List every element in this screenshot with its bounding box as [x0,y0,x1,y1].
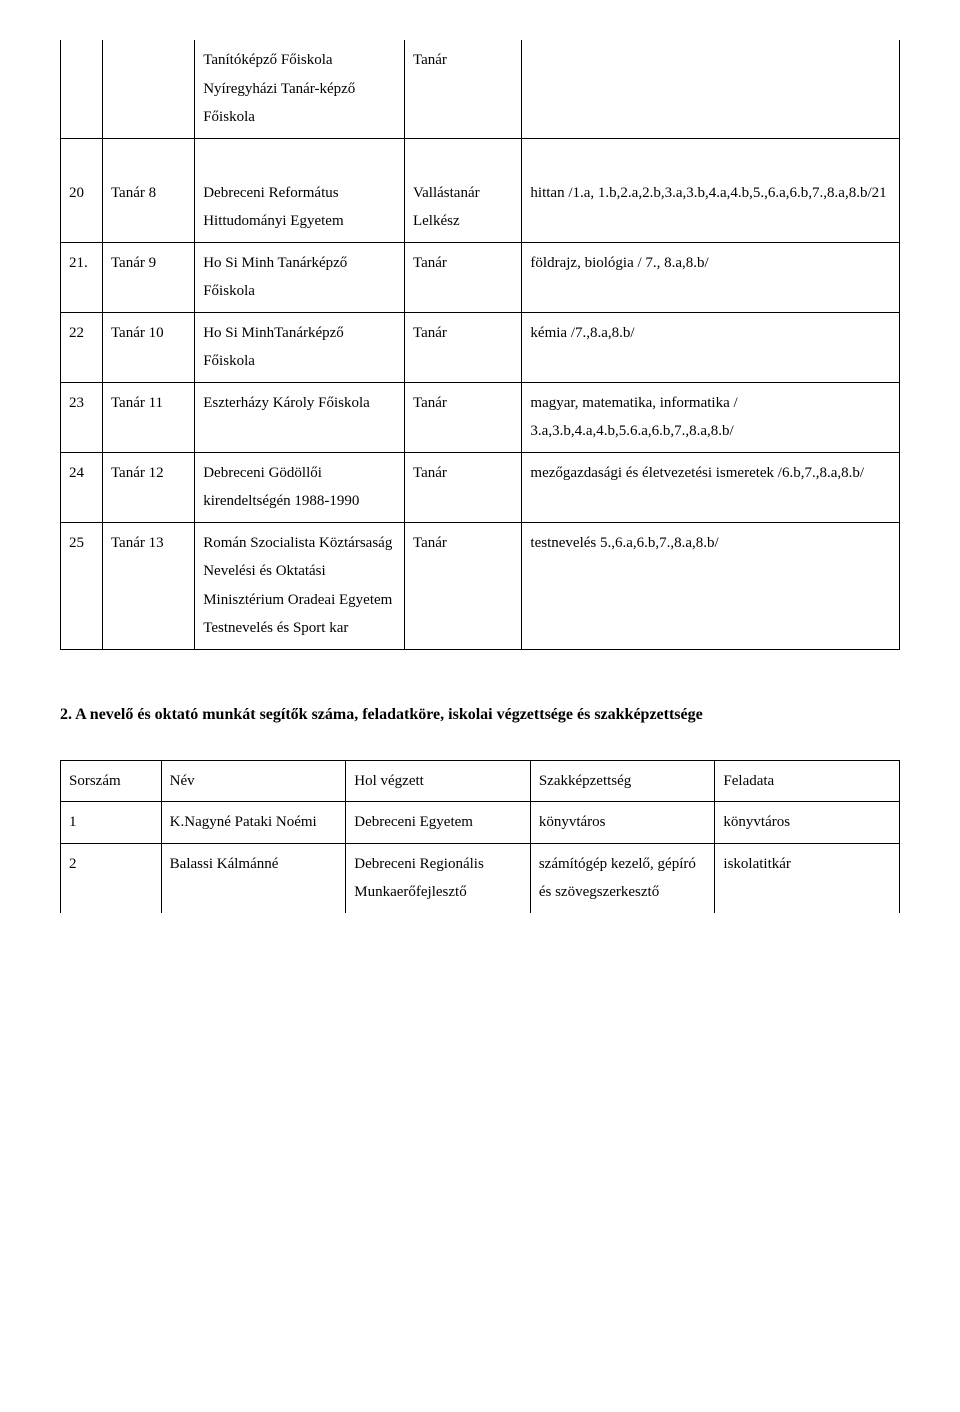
cell: 21. [61,242,103,312]
cell: Tanár [404,242,521,312]
cell: Balassi Kálmánné [161,843,346,913]
table-row: 23 Tanár 11 Eszterházy Károly Főiskola T… [61,382,900,452]
cell: Debreceni Regionális Munkaerőfejlesztő [346,843,531,913]
table-row: 1 K.Nagyné Pataki Noémi Debreceni Egyete… [61,802,900,844]
staff-table: Sorszám Név Hol végzett Szakképzettség F… [60,760,900,913]
cell: Ho Si MinhTanárképző Főiskola [195,312,405,382]
cell: Tanár [404,382,521,452]
cell: Román Szocialista Köztársaság Nevelési é… [195,522,405,649]
cell: Tanár 8 [102,173,194,243]
table-row: 21. Tanár 9 Ho Si Minh Tanárképző Főisko… [61,242,900,312]
cell: 2 [61,843,162,913]
cell: Tanár [404,452,521,522]
cell: mezőgazdasági és életvezetési ismeretek … [522,452,900,522]
cell: Eszterházy Károly Főiskola [195,382,405,452]
teacher-table: Tanítóképző Főiskola Nyíregyházi Tanár-k… [60,40,900,650]
table-header-row: Sorszám Név Hol végzett Szakképzettség F… [61,760,900,802]
cell [61,40,103,138]
cell: földrajz, biológia / 7., 8.a,8.b/ [522,242,900,312]
table-row: 24 Tanár 12 Debreceni Gödöllői kirendelt… [61,452,900,522]
cell: 20 [61,173,103,243]
cell: 23 [61,382,103,452]
spacer-row [61,138,900,173]
column-header: Szakképzettség [530,760,715,802]
cell: 1 [61,802,162,844]
cell: testnevelés 5.,6.a,6.b,7.,8.a,8.b/ [522,522,900,649]
column-header: Sorszám [61,760,162,802]
cell: Tanár [404,40,521,138]
cell: kémia /7.,8.a,8.b/ [522,312,900,382]
column-header: Név [161,760,346,802]
cell: Tanár 13 [102,522,194,649]
cell: 22 [61,312,103,382]
cell [102,40,194,138]
table-row: 20 Tanár 8 Debreceni Református Hittudom… [61,173,900,243]
cell: számítógép kezelő, gépíró és szövegszerk… [530,843,715,913]
column-header: Hol végzett [346,760,531,802]
cell [522,40,900,138]
cell: 25 [61,522,103,649]
cell: iskolatitkár [715,843,900,913]
cell: könyvtáros [715,802,900,844]
table-row: 25 Tanár 13 Román Szocialista Köztársasá… [61,522,900,649]
table-row: 22 Tanár 10 Ho Si MinhTanárképző Főiskol… [61,312,900,382]
cell: Tanár [404,312,521,382]
cell: Debreceni Gödöllői kirendeltségén 1988-1… [195,452,405,522]
cell: Tanár 12 [102,452,194,522]
cell: Tanár 10 [102,312,194,382]
cell: Tanítóképző Főiskola Nyíregyházi Tanár-k… [195,40,405,138]
table-row: 2 Balassi Kálmánné Debreceni Regionális … [61,843,900,913]
cell: Debreceni Egyetem [346,802,531,844]
cell: magyar, matematika, informatika / 3.a,3.… [522,382,900,452]
cell: Tanár 11 [102,382,194,452]
cell: Ho Si Minh Tanárképző Főiskola [195,242,405,312]
cell: hittan /1.a, 1.b,2.a,2.b,3.a,3.b,4.a,4.b… [522,173,900,243]
cell: Tanár [404,522,521,649]
cell: Tanár 9 [102,242,194,312]
cell: könyvtáros [530,802,715,844]
cell: Debreceni Református Hittudományi Egyete… [195,173,405,243]
column-header: Feladata [715,760,900,802]
section-heading: 2. A nevelő és oktató munkát segítők szá… [60,700,900,730]
cell: Vallástanár Lelkész [404,173,521,243]
cell: K.Nagyné Pataki Noémi [161,802,346,844]
table-row: Tanítóképző Főiskola Nyíregyházi Tanár-k… [61,40,900,138]
cell: 24 [61,452,103,522]
